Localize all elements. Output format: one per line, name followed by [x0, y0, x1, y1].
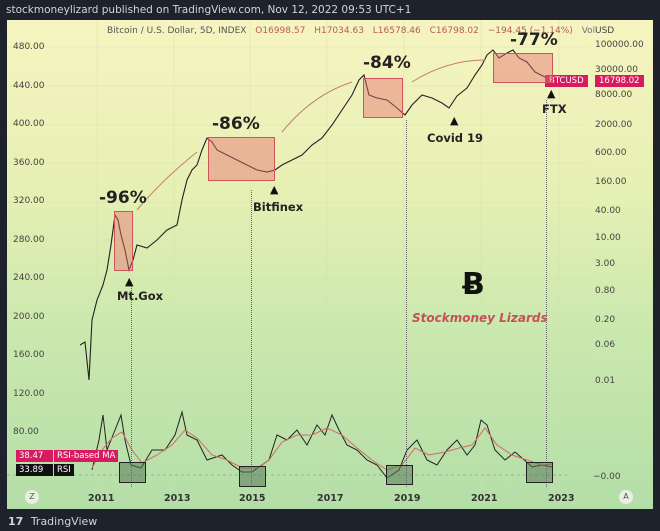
right-axis-tick: 8000.00	[595, 90, 633, 100]
right-axis-tick: 30000.00	[595, 65, 638, 75]
left-axis-tick: 480.00	[13, 42, 45, 52]
rsi-ma-label: RSI-based MA	[54, 450, 119, 462]
tradingview-logo-icon: 17	[8, 515, 24, 528]
left-axis-tick: 280.00	[13, 235, 45, 245]
change-value: −194.45 (−1.14%)	[487, 26, 573, 36]
left-axis-tick: 440.00	[13, 81, 45, 91]
chart-lines	[7, 20, 587, 490]
right-axis-tick: 600.00	[595, 148, 627, 158]
rsi-oversold-box	[119, 462, 146, 483]
volume-label: Vol	[581, 26, 596, 36]
time-axis-tick: 2023	[548, 493, 575, 504]
drawdown-label: -86%	[212, 114, 260, 134]
drawdown-box-2011	[114, 211, 133, 271]
time-axis-tick: 2021	[471, 493, 498, 504]
close-value: C16798.02	[429, 26, 479, 36]
event-label-mtgox: Mt.Gox	[117, 289, 164, 303]
rsi-label: RSI	[54, 464, 74, 476]
drawdown-label: -96%	[99, 188, 147, 208]
bitcoin-logo-icon: Ƀ	[462, 267, 485, 302]
event-line	[131, 282, 132, 487]
time-axis-tick: 2019	[394, 493, 421, 504]
drawdown-label: -84%	[363, 53, 411, 73]
right-axis-tick: 0.06	[595, 340, 616, 350]
left-axis-tick: 160.00	[13, 350, 45, 360]
right-axis-tick: 40.00	[595, 206, 621, 216]
black-swan-icon: ▲	[270, 183, 279, 196]
symbol-price-tag: BTCUSD	[545, 75, 588, 87]
left-axis-tick: 320.00	[13, 196, 45, 206]
black-swan-icon: ▲	[125, 275, 134, 288]
left-axis-tick: 240.00	[13, 273, 45, 283]
zoom-reset-button[interactable]: Z	[25, 490, 39, 504]
event-label-bitfinex: Bitfinex	[253, 200, 304, 214]
right-axis-tick: 0.80	[595, 286, 616, 296]
auto-scale-button[interactable]: A	[619, 490, 633, 504]
low-value: L16578.46	[372, 26, 421, 36]
drawdown-label: -77%	[510, 30, 558, 50]
rsi-oversold-box	[386, 465, 413, 485]
event-line	[546, 100, 547, 487]
author-watermark: Stockmoney Lizards	[412, 311, 548, 325]
publish-info-bar: stockmoneylizard published on TradingVie…	[0, 0, 660, 20]
footer-bar: 17 TradingView	[0, 509, 660, 531]
event-label-ftx: FTX	[542, 102, 567, 116]
rsi-oversold-box	[526, 462, 553, 483]
left-axis-tick: 120.00	[13, 389, 45, 399]
right-axis-tick: 10.00	[595, 233, 621, 243]
symbol-legend: Bitcoin / U.S. Dollar, 5D, INDEX O16998.…	[107, 26, 595, 36]
chart-pane[interactable]: Bitcoin / U.S. Dollar, 5D, INDEX O16998.…	[7, 20, 653, 509]
time-axis-tick: 2013	[164, 493, 191, 504]
right-axis-tick: 2000.00	[595, 120, 633, 130]
right-axis-tick: 3.00	[595, 259, 616, 269]
black-swan-icon: ▲	[547, 87, 556, 100]
last-price-tag: 16798.02	[595, 75, 644, 87]
high-value: H17034.63	[314, 26, 364, 36]
left-axis-tick: 400.00	[13, 119, 45, 129]
currency-label: USD	[595, 26, 615, 36]
drawdown-box-2018	[363, 78, 403, 118]
time-axis-tick: 2017	[317, 493, 344, 504]
right-axis-tick: 0.01	[595, 376, 616, 386]
drawdown-box-2022	[493, 53, 553, 83]
right-axis-tick: 100000.00	[595, 40, 644, 50]
rsi-oversold-box	[239, 466, 266, 487]
event-label-covid: Covid 19	[427, 131, 484, 145]
open-value: O16998.57	[255, 26, 306, 36]
right-axis-tick: 0.20	[595, 315, 616, 325]
black-swan-icon: ▲	[450, 114, 459, 127]
left-axis-tick: 80.00	[13, 427, 39, 437]
rsi-ma-value: 38.47	[16, 450, 53, 462]
drawdown-box-2014	[208, 137, 275, 181]
time-axis-tick: 2011	[88, 493, 115, 504]
event-line	[406, 120, 407, 487]
rsi-value: 33.89	[16, 464, 53, 476]
left-axis-tick: 360.00	[13, 158, 45, 168]
left-axis-tick: 200.00	[13, 312, 45, 322]
right-axis-tick: 160.00	[595, 177, 627, 187]
time-axis-tick: 2015	[239, 493, 266, 504]
symbol-name: Bitcoin / U.S. Dollar, 5D, INDEX	[107, 26, 247, 36]
rsi-axis-tick: −0.00	[593, 472, 621, 482]
tradingview-brand[interactable]: TradingView	[30, 515, 98, 528]
event-line	[251, 190, 252, 487]
